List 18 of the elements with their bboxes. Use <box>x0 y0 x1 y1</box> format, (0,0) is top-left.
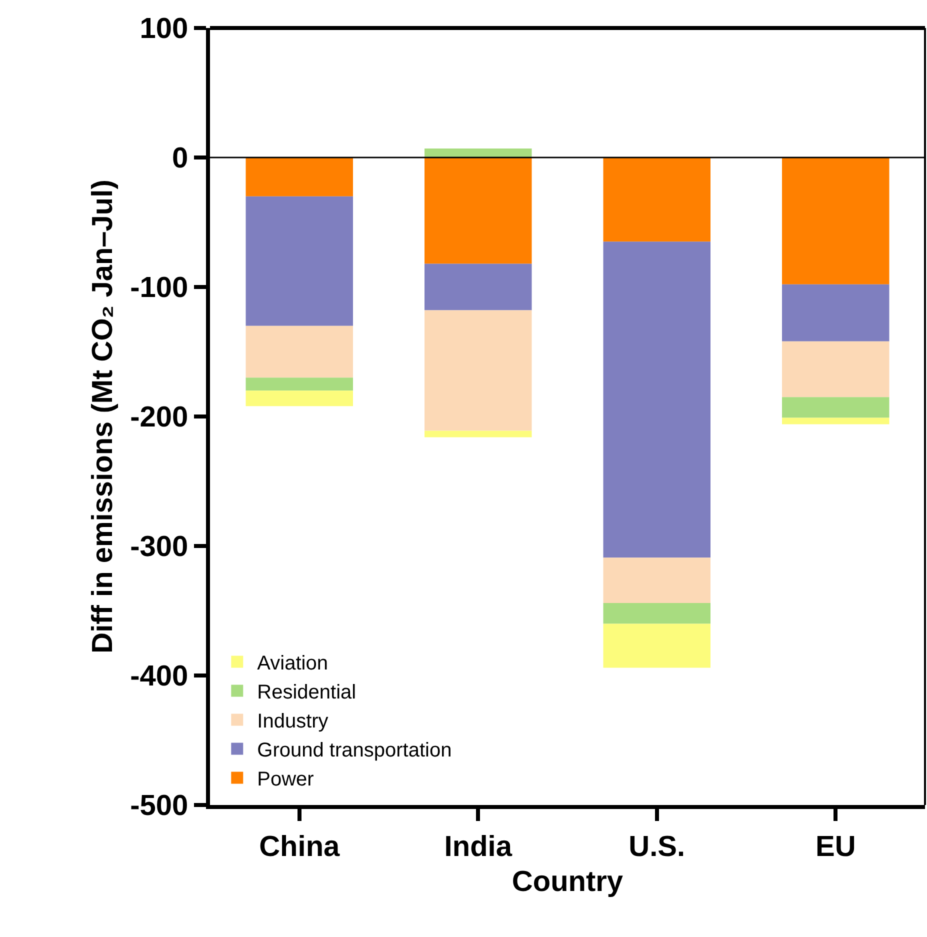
x-tick-label: India <box>444 830 513 863</box>
legend-label: Residential <box>257 682 356 704</box>
legend-label: Ground transportation <box>257 740 452 762</box>
x-tick-label: China <box>259 830 341 863</box>
y-tick-label: -200 <box>130 402 188 434</box>
legend-label: Industry <box>257 710 328 733</box>
y-tick-label: -500 <box>130 790 188 822</box>
y-tick-label: -300 <box>130 531 188 564</box>
y-axis-title: Diff in emissions (Mt CO₂ Jan–Jul) <box>87 180 120 654</box>
x-tick-label: U.S. <box>628 830 686 863</box>
x-tick-label: EU <box>815 830 856 863</box>
x-axis-title: Country <box>512 866 624 898</box>
y-tick-label: -100 <box>130 272 188 304</box>
legend-label: Power <box>257 768 314 791</box>
y-tick-label: 100 <box>140 13 188 46</box>
y-tick-label: -400 <box>130 660 188 693</box>
y-tick-label: 0 <box>172 142 188 175</box>
legend-label: Aviation <box>257 652 328 675</box>
